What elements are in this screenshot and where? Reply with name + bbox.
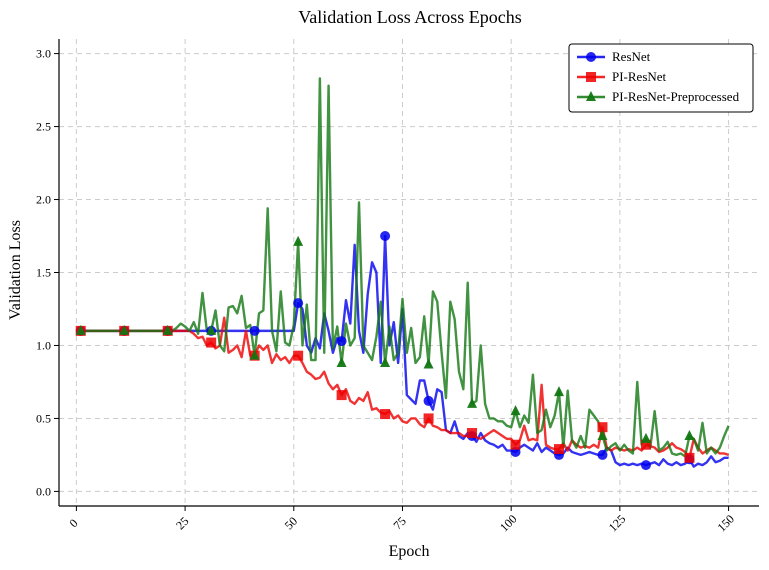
data-point-pi-resnet — [640, 439, 651, 450]
x-tick-label: 25 — [173, 514, 191, 532]
y-tick-label: 0.0 — [36, 484, 51, 498]
legend-marker-pi-resnet — [586, 72, 596, 82]
data-point-pi-resnet-preprocessed — [467, 397, 478, 408]
x-tick-label: 125 — [606, 512, 629, 535]
y-tick-label: 1.5 — [36, 266, 51, 280]
y-tick-label: 2.0 — [36, 193, 51, 207]
data-point-pi-resnet — [554, 444, 564, 455]
data-point-resnet — [597, 449, 608, 460]
data-point-pi-resnet-preprocessed — [119, 324, 130, 335]
series-lines — [80, 77, 730, 468]
data-point-pi-resnet-preprocessed — [554, 386, 564, 397]
legend-label-pi-resnet: PI-ResNet — [612, 69, 667, 84]
data-point-pi-resnet-preprocessed — [249, 349, 260, 360]
legend-box — [568, 43, 754, 113]
data-point-resnet — [640, 460, 651, 471]
data-point-pi-resnet — [293, 350, 304, 361]
data-point-pi-resnet — [684, 452, 695, 463]
data-point-pi-resnet — [336, 390, 347, 401]
data-point-pi-resnet-preprocessed — [336, 356, 347, 367]
data-point-pi-resnet — [510, 439, 521, 450]
x-tick-label: 50 — [282, 514, 300, 532]
data-point-resnet — [423, 395, 434, 406]
legend-marker-resnet — [586, 52, 596, 62]
legend-label-pi-resnet-preprocessed: PI-ResNet-Preprocessed — [612, 89, 740, 104]
series-line-pi-resnet-preprocessed — [80, 77, 730, 458]
data-point-pi-resnet-preprocessed — [75, 324, 86, 335]
data-point-resnet — [380, 231, 391, 242]
legend: ResNet PI-ResNet PI-ResNet-Preprocessed — [568, 43, 754, 113]
data-point-pi-resnet-preprocessed — [423, 358, 434, 369]
data-point-pi-resnet-preprocessed — [380, 356, 391, 367]
data-point-pi-resnet-preprocessed — [206, 324, 217, 335]
series-line-resnet — [80, 234, 729, 468]
legend-marker-pi-resnet-preprocessed — [586, 91, 596, 101]
data-point-pi-resnet-preprocessed — [293, 235, 304, 246]
x-axis-title: Epoch — [389, 543, 430, 560]
data-point-pi-resnet-preprocessed — [510, 405, 521, 416]
x-tick-label: 150 — [714, 512, 737, 535]
data-point-pi-resnet — [380, 409, 391, 420]
y-tick-label: 0.5 — [36, 411, 51, 425]
legend-items: ResNet PI-ResNet PI-ResNet-Preprocessed — [577, 49, 740, 104]
data-point-resnet — [336, 336, 347, 347]
data-point-pi-resnet — [467, 428, 478, 439]
x-tick-label: 100 — [497, 512, 520, 535]
y-tick-label: 1.0 — [36, 338, 51, 352]
data-point-pi-resnet-preprocessed — [640, 432, 651, 443]
data-point-resnet — [293, 298, 304, 309]
data-point-pi-resnet — [423, 413, 434, 424]
x-tick-label: 0 — [66, 516, 80, 530]
chart-title: Validation Loss Across Epochs — [298, 7, 521, 27]
axes — [54, 39, 759, 511]
data-point-pi-resnet-preprocessed — [162, 324, 173, 335]
data-point-resnet — [249, 325, 260, 336]
x-tick-label: 75 — [390, 514, 408, 532]
series-markers — [75, 231, 695, 471]
data-point-pi-resnet — [206, 337, 217, 348]
data-point-pi-resnet-preprocessed — [597, 429, 608, 440]
y-tick-label: 3.0 — [36, 47, 51, 61]
data-point-pi-resnet-preprocessed — [684, 429, 695, 440]
y-tick-label: 2.5 — [36, 120, 51, 134]
data-point-pi-resnet — [597, 422, 608, 433]
legend-label-resnet: ResNet — [612, 49, 651, 64]
y-axis-title: Validation Loss — [7, 220, 24, 320]
